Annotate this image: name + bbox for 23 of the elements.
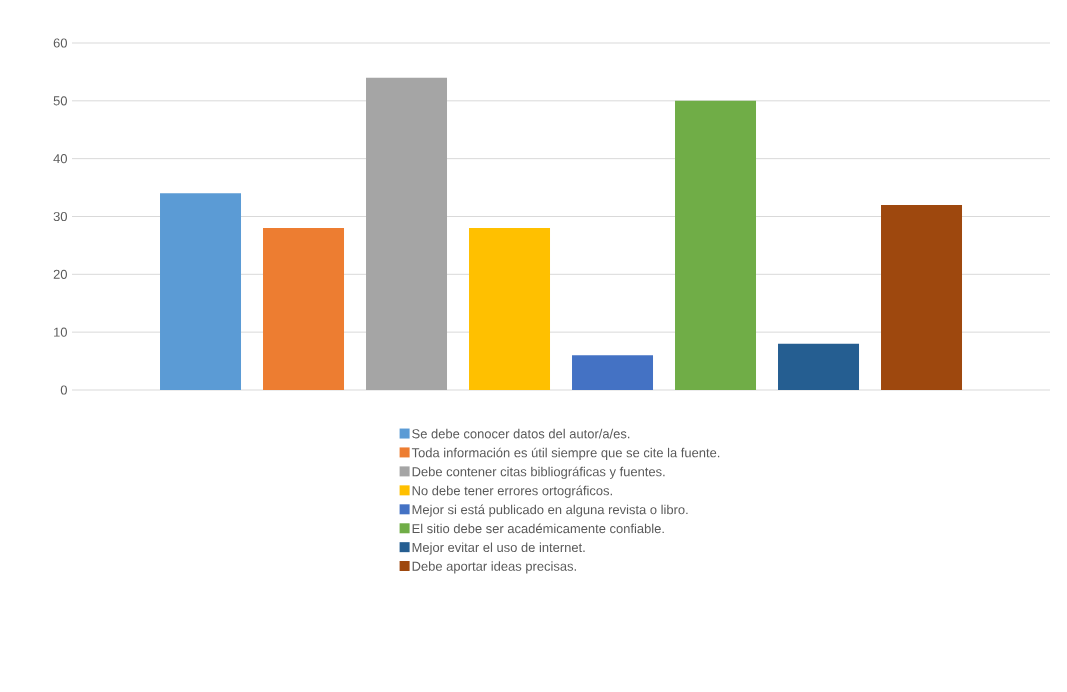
legend-label: Mejor evitar el uso de internet. [412, 542, 585, 555]
y-tick-label: 60 [53, 38, 67, 48]
y-tick-label: 0 [60, 385, 67, 395]
legend-label: Debe contener citas bibliográficas y fuentes. [412, 466, 665, 479]
bar [778, 343, 860, 390]
legend-label: Toda información es útil siempre que se cite la fuente. [411, 447, 720, 460]
bar [469, 228, 551, 390]
y-tick-label: 30 [53, 211, 67, 222]
bar [675, 100, 757, 390]
legend-label: No debe tener errores ortográficos. [412, 485, 612, 498]
bar [366, 77, 448, 390]
y-tick-label: 50 [53, 96, 67, 106]
legend-label: Debe aportar ideas precisas. [412, 561, 576, 574]
legend-label: Mejor si está publicado en alguna revista o libro. [412, 504, 688, 517]
bar [881, 204, 963, 390]
y-tick-label: 10 [54, 327, 67, 337]
bar [263, 228, 345, 390]
bar [160, 193, 242, 390]
legend-label: Se debe conocer datos del autor/a/es. [412, 428, 630, 439]
legend-label: El sitio debe ser académicamente confiable. [412, 523, 664, 534]
y-tick-label: 40 [53, 154, 67, 164]
bar [572, 355, 654, 390]
y-tick-label: 20 [53, 269, 67, 279]
